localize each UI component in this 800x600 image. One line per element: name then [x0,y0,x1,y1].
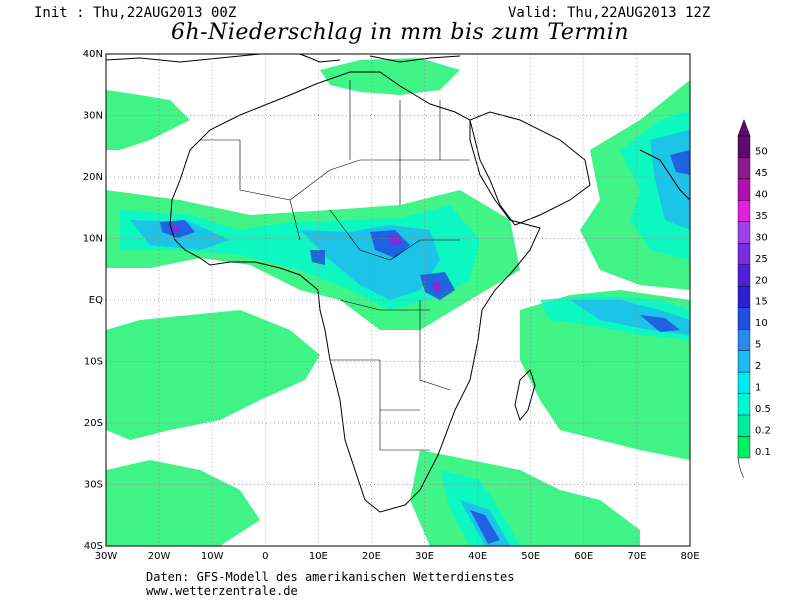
africa-coastline [169,71,541,513]
lat-tick-label: 20S [84,418,103,429]
legend-label: 0.1 [755,447,771,458]
madagascar-coastline [514,369,536,422]
legend-swatch [737,286,751,308]
precip-area-south-atlantic [106,460,260,546]
lon-tick-label: 30W [95,551,118,562]
lat-tick-label: 10N [83,234,103,245]
legend-label: 30 [755,232,768,243]
legend-swatch [737,371,751,394]
legend-swatch [737,221,751,244]
precip-area-southwest-atlantic [106,310,320,440]
legend-label: 0.2 [755,426,771,437]
lon-tick-label: 0 [262,551,268,562]
legend-swatch [737,264,751,287]
legend-label: 0.5 [755,404,771,415]
legend-swatch [737,135,751,158]
lat-tick-label: 30S [84,480,103,491]
arabia-coastline [469,111,591,226]
init-time: Init : Thu,22AUG2013 00Z [34,5,237,21]
lon-tick-label: 40E [468,551,487,562]
legend-label: 15 [755,297,768,308]
legend-label: 10 [755,318,768,329]
map-title: 6h-Niederschlag in mm bis zum Termin [170,20,630,45]
map-frame [105,53,691,547]
lon-tick-label: 60E [574,551,593,562]
lon-tick-label: 70E [627,551,646,562]
lon-tick-label: 20W [148,551,171,562]
precip-area-south-indian [410,450,640,546]
legend-swatch [737,200,751,223]
lat-tick-label: 10S [84,357,103,368]
legend-label: 35 [755,211,768,222]
legend-min-tail [737,457,745,479]
legend-label: 20 [755,275,768,286]
legend-swatch [737,414,751,437]
lat-tick-label: 30N [83,111,103,122]
legend-swatch [737,157,751,180]
legend-swatch [737,178,751,201]
latitude-ticks: 40N 30N 20N 10N EQ 10S 20S 30S 40S [83,49,103,552]
legend-swatch [737,307,751,330]
gridlines [106,54,690,546]
legend-swatch [737,243,751,265]
lon-tick-label: 20E [362,551,381,562]
lat-tick-label: 40S [84,541,103,552]
data-source: Daten: GFS-Modell des amerikanischen Wet… [146,570,515,584]
legend-swatch [737,350,751,373]
country-borders [200,80,470,451]
lat-tick-label: 40N [83,49,103,60]
lat-tick-label: 20N [83,172,103,183]
legend-label: 2 [755,361,761,372]
precip-area-mediterranean [320,58,460,95]
legend-label: 40 [755,189,768,200]
europe-coastline [105,53,461,63]
lon-tick-label: 50E [521,551,540,562]
website: www.wetterzentrale.de [146,584,298,598]
legend-swatch [737,436,751,459]
lon-tick-label: 10E [309,551,328,562]
lat-tick-label: EQ [89,295,103,306]
valid-time: Valid: Thu,22AUG2013 12Z [508,5,711,21]
legend-label: 1 [755,383,761,394]
lon-tick-label: 30E [415,551,434,562]
lon-tick-label: 80E [680,551,699,562]
precip-area-atlantic-north [106,90,190,150]
legend-label: 50 [755,146,768,157]
color-legend: 50 45 40 35 30 25 20 15 10 5 2 1 0.5 0.2 0.1 [737,119,771,479]
legend-label: 25 [755,254,768,265]
legend-label: 45 [755,168,768,179]
legend-label: 5 [755,340,761,351]
legend-swatch [737,393,751,416]
longitude-ticks: 30W 20W 10W 0 10E 20E 30E 40E 50E 60E 70E 80E [95,551,700,562]
legend-max-arrow [737,119,751,137]
lon-tick-label: 10W [201,551,224,562]
india-coastline [639,149,691,201]
legend-swatch [737,329,751,351]
precip-layer [106,58,690,546]
coastlines [105,53,691,513]
